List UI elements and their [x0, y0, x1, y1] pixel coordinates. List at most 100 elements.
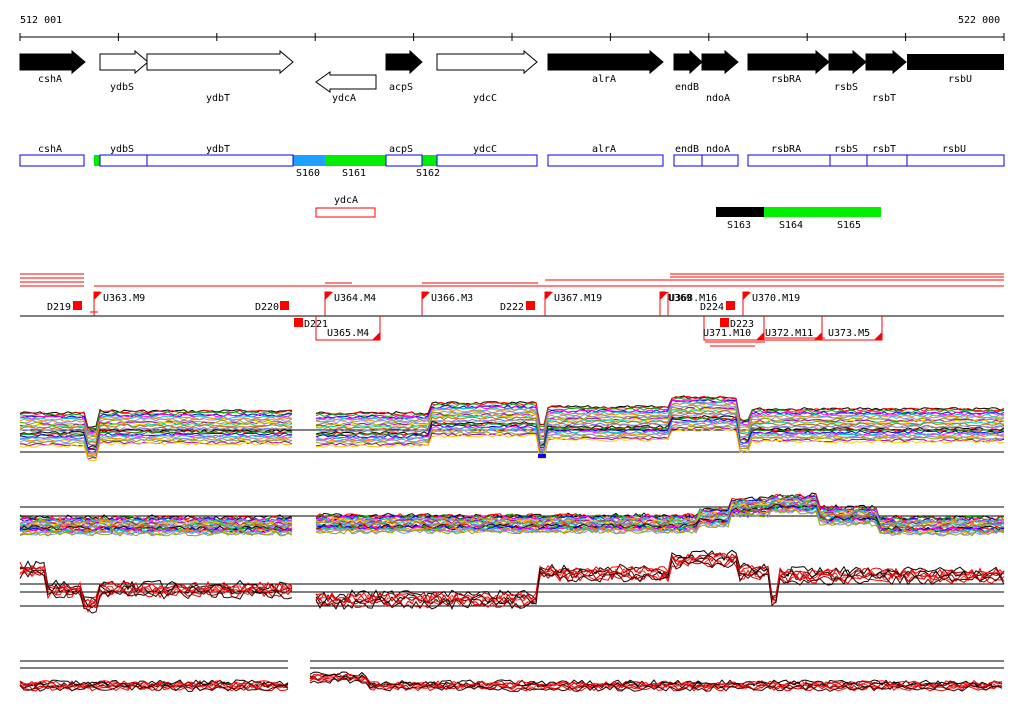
- strip-box-ydca[interactable]: [315, 207, 376, 218]
- expression-profile-line: [315, 499, 1005, 528]
- feature-u369[interactable]: U369: [668, 293, 692, 304]
- segment-label-s165: S165: [837, 220, 861, 231]
- gene-arrow-ydca[interactable]: [315, 71, 377, 93]
- strip-label-ydcc: ydcC: [473, 144, 497, 155]
- gene-arrow-ydcc[interactable]: [436, 49, 538, 75]
- ruler-ticks: [19, 33, 1005, 41]
- segment-s161[interactable]: [325, 155, 386, 166]
- expression-profile-line: [19, 517, 293, 524]
- downshift-d221-marker[interactable]: [294, 318, 303, 327]
- strip-box-ydbs[interactable]: [99, 154, 148, 167]
- gene-arrow-rsbu[interactable]: [907, 54, 1004, 70]
- downshift-d222-marker[interactable]: [526, 301, 535, 310]
- expression-profiles-1: [19, 395, 1005, 462]
- start-coordinate: 512 001: [20, 15, 62, 26]
- expression-profile-line: [315, 405, 1005, 438]
- strip-box-alra[interactable]: [547, 154, 664, 167]
- gene-arrow-ndoa[interactable]: [701, 49, 739, 75]
- expression-profile-line: [19, 679, 289, 687]
- expression-profile-line: [315, 395, 1005, 426]
- gene-arrow-alra[interactable]: [547, 49, 664, 75]
- strip-label-ydbt: ydbT: [206, 144, 230, 155]
- strip-box-rsbs[interactable]: [829, 154, 868, 167]
- gene-arrow-rsbs[interactable]: [828, 49, 867, 75]
- segment-label-s164: S164: [779, 220, 803, 231]
- gene-label-ydcc: ydcC: [473, 93, 497, 104]
- expression-profile-line: [309, 675, 1003, 691]
- strip-box-acps[interactable]: [385, 154, 423, 167]
- feature-u373[interactable]: U373.M5: [828, 328, 870, 339]
- expression-profiles-4: [19, 671, 1003, 692]
- gene-label-acps: acpS: [389, 82, 413, 93]
- strip-label-csha: cshA: [38, 144, 62, 155]
- strip-box-csha[interactable]: [19, 154, 85, 167]
- gene-arrow-ydbt[interactable]: [146, 49, 294, 75]
- strip-box-ydbt[interactable]: [146, 154, 294, 167]
- expression-profiles-3: [19, 549, 1005, 614]
- strip-box-rsbu[interactable]: [906, 154, 1005, 167]
- strip-label-rsbra: rsbRA: [771, 144, 801, 155]
- expression-profile-line: [19, 426, 293, 446]
- expression-profile-line: [19, 433, 293, 453]
- downshift-d220-marker[interactable]: [280, 301, 289, 310]
- segment-s160[interactable]: [293, 155, 325, 166]
- expression-profile-line: [315, 418, 1005, 449]
- strip-box-ndoa[interactable]: [701, 154, 739, 167]
- strip-label-ndoa: ndoA: [706, 144, 730, 155]
- expression-profile-line: [315, 428, 1005, 460]
- expression-track-1: [19, 395, 1005, 462]
- feature-u366[interactable]: U366.M3: [431, 293, 473, 304]
- strip-box-endb[interactable]: [673, 154, 703, 167]
- downshift-d224-marker[interactable]: [726, 301, 735, 310]
- expression-profiles-2: [19, 492, 1005, 537]
- gene-label-endb: endB: [675, 82, 699, 93]
- feature-flags: [90, 291, 883, 341]
- segment-s164[interactable]: [764, 207, 881, 217]
- strip-label-ydbs: ydbS: [110, 144, 134, 155]
- gene-arrow-endb[interactable]: [673, 49, 703, 75]
- segment-label-s162: S162: [416, 168, 440, 179]
- gene-arrow-acps[interactable]: [385, 49, 423, 75]
- segment-label-s163: S163: [727, 220, 751, 231]
- segment-s163[interactable]: [716, 207, 764, 217]
- downshift-d223-marker[interactable]: [720, 318, 729, 327]
- strip-label-rsbu: rsbU: [942, 144, 966, 155]
- gene-arrow-ydbs[interactable]: [99, 49, 149, 75]
- strip-box-ydcc[interactable]: [436, 154, 538, 167]
- coordinate-ruler: 512 001 522 000: [19, 15, 1005, 41]
- expression-profile-line: [315, 426, 1005, 459]
- feature-u372[interactable]: U372.M11: [765, 328, 813, 339]
- feature-u364[interactable]: U364.M4: [334, 293, 376, 304]
- gene-arrow-rsbra[interactable]: [747, 49, 830, 75]
- downshift-d222: D222: [500, 302, 524, 313]
- gene-arrow-rsbt[interactable]: [865, 49, 907, 75]
- expression-profile-line: [315, 557, 1005, 609]
- feature-u365[interactable]: U365.M4: [327, 328, 369, 339]
- segment-s162[interactable]: [422, 155, 437, 166]
- strip-box-rsbra[interactable]: [747, 154, 831, 167]
- downshift-d219-marker[interactable]: [73, 301, 82, 310]
- expression-profile-line: [19, 684, 289, 692]
- expression-track-3: [19, 549, 1005, 614]
- expression-profile-line: [315, 506, 1005, 535]
- gene-label-ydbt: ydbT: [206, 93, 230, 104]
- gene-arrow-csha[interactable]: [19, 49, 86, 75]
- expression-profile-line: [19, 436, 293, 456]
- gene-label-ydbs: ydbS: [110, 82, 134, 93]
- expression-profile-line: [19, 441, 293, 462]
- feature-u363[interactable]: U363.M9: [103, 293, 145, 304]
- expression-profile-line: [19, 437, 293, 458]
- feature-u371[interactable]: U371.M10: [703, 328, 751, 339]
- feature-u368[interactable]: U368.M16: [669, 293, 717, 304]
- expression-profile-line: [19, 682, 289, 690]
- downshift-d220: D220: [255, 302, 279, 313]
- feature-u367[interactable]: U367.M19: [554, 293, 602, 304]
- expression-profile-line: [315, 506, 1005, 534]
- red-guide-lines: [20, 273, 1004, 347]
- feature-u370[interactable]: U370.M19: [752, 293, 800, 304]
- strip-box-rsbt[interactable]: [866, 154, 908, 167]
- expression-profile-line: [315, 559, 1005, 611]
- expression-profile-line: [19, 413, 293, 434]
- expression-profile-line: [315, 508, 1005, 537]
